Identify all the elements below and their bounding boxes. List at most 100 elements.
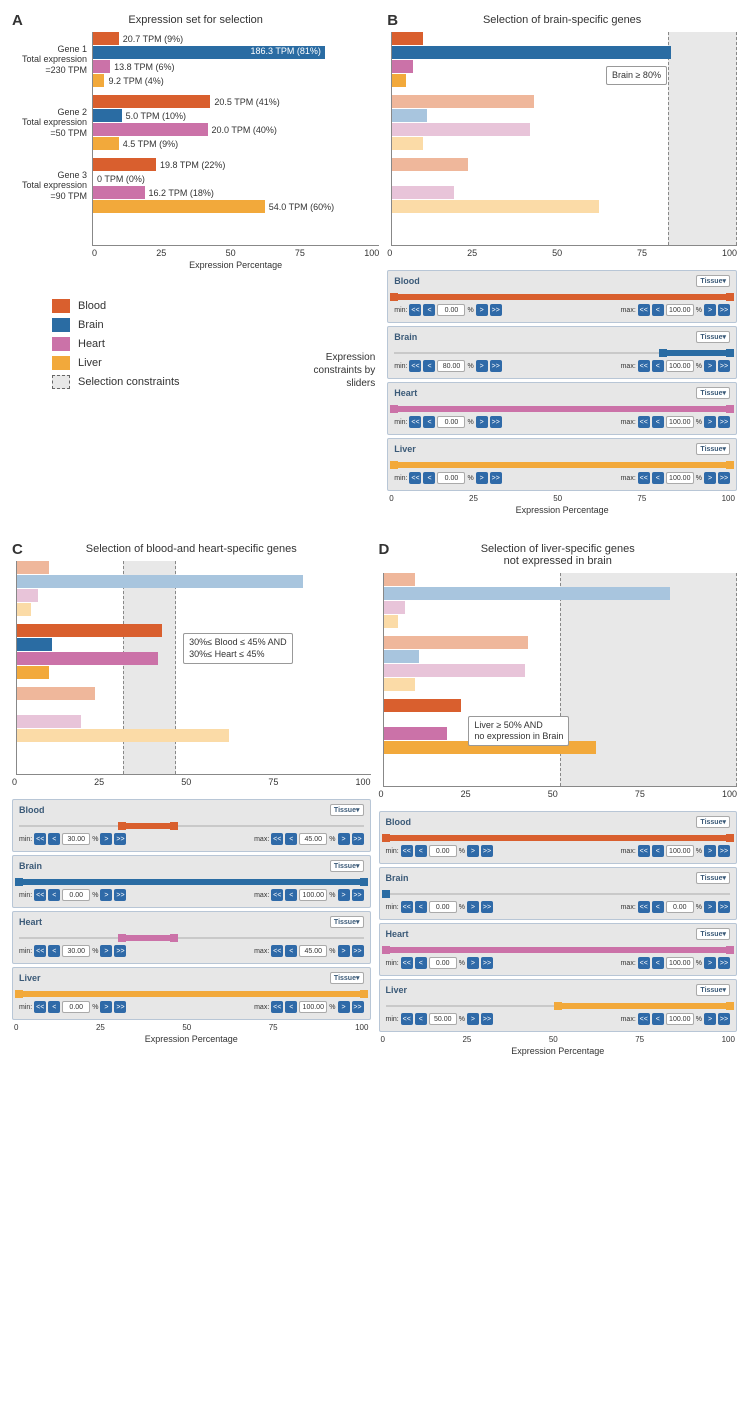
- stepper-button[interactable]: <: [423, 472, 435, 484]
- slider-track[interactable]: [386, 1001, 731, 1011]
- stepper-button[interactable]: >: [338, 945, 350, 957]
- slider-handle-max[interactable]: [382, 890, 390, 898]
- stepper-button[interactable]: >: [338, 833, 350, 845]
- slider-handle-max[interactable]: [726, 405, 734, 413]
- stepper-button[interactable]: <<: [401, 957, 413, 969]
- stepper-button[interactable]: <<: [638, 1013, 650, 1025]
- stepper-button[interactable]: <: [48, 1001, 60, 1013]
- stepper-button[interactable]: <<: [271, 889, 283, 901]
- stepper-button[interactable]: <: [652, 957, 664, 969]
- stepper-button[interactable]: >: [100, 889, 112, 901]
- slider-value[interactable]: 30.00: [62, 833, 90, 845]
- slider-handle-min[interactable]: [118, 934, 126, 942]
- slider-value[interactable]: 100.00: [666, 304, 694, 316]
- stepper-button[interactable]: <: [48, 833, 60, 845]
- stepper-button[interactable]: <: [285, 945, 297, 957]
- stepper-button[interactable]: >: [467, 1013, 479, 1025]
- slider-value[interactable]: 80.00: [437, 360, 465, 372]
- slider-value[interactable]: 30.00: [62, 945, 90, 957]
- slider-handle-min[interactable]: [659, 349, 667, 357]
- stepper-button[interactable]: <: [285, 889, 297, 901]
- slider-handle-min[interactable]: [382, 946, 390, 954]
- slider-handle-max[interactable]: [726, 349, 734, 357]
- stepper-button[interactable]: <: [652, 472, 664, 484]
- slider-value[interactable]: 100.00: [299, 1001, 327, 1013]
- slider-value[interactable]: 0.00: [437, 304, 465, 316]
- stepper-button[interactable]: <<: [638, 416, 650, 428]
- slider-track[interactable]: [394, 348, 730, 358]
- stepper-button[interactable]: <<: [409, 360, 421, 372]
- slider-track[interactable]: [386, 833, 731, 843]
- stepper-button[interactable]: <: [652, 901, 664, 913]
- stepper-button[interactable]: >>: [718, 957, 730, 969]
- slider-track[interactable]: [386, 889, 731, 899]
- tissue-dropdown[interactable]: Tissue▾: [696, 816, 730, 828]
- stepper-button[interactable]: <<: [271, 945, 283, 957]
- stepper-button[interactable]: <: [415, 845, 427, 857]
- stepper-button[interactable]: >: [467, 845, 479, 857]
- slider-value[interactable]: 0.00: [437, 472, 465, 484]
- stepper-button[interactable]: <<: [34, 1001, 46, 1013]
- slider-handle-min[interactable]: [382, 834, 390, 842]
- stepper-button[interactable]: <: [285, 1001, 297, 1013]
- slider-value[interactable]: 0.00: [429, 957, 457, 969]
- stepper-button[interactable]: <<: [638, 472, 650, 484]
- stepper-button[interactable]: >: [338, 889, 350, 901]
- stepper-button[interactable]: >: [704, 472, 716, 484]
- slider-handle-max[interactable]: [726, 834, 734, 842]
- stepper-button[interactable]: <<: [34, 833, 46, 845]
- stepper-button[interactable]: >: [100, 833, 112, 845]
- slider-value[interactable]: 100.00: [299, 889, 327, 901]
- slider-handle-min[interactable]: [118, 822, 126, 830]
- stepper-button[interactable]: >>: [114, 1001, 126, 1013]
- slider-handle-max[interactable]: [726, 293, 734, 301]
- stepper-button[interactable]: >: [467, 901, 479, 913]
- stepper-button[interactable]: >>: [481, 1013, 493, 1025]
- stepper-button[interactable]: >>: [490, 472, 502, 484]
- stepper-button[interactable]: <<: [401, 845, 413, 857]
- slider-handle-min[interactable]: [15, 990, 23, 998]
- tissue-dropdown[interactable]: Tissue▾: [330, 972, 364, 984]
- stepper-button[interactable]: >: [704, 304, 716, 316]
- slider-value[interactable]: 50.00: [429, 1013, 457, 1025]
- stepper-button[interactable]: >: [476, 360, 488, 372]
- stepper-button[interactable]: <: [652, 1013, 664, 1025]
- stepper-button[interactable]: <: [423, 304, 435, 316]
- stepper-button[interactable]: >>: [114, 833, 126, 845]
- stepper-button[interactable]: >: [100, 945, 112, 957]
- stepper-button[interactable]: <<: [638, 304, 650, 316]
- stepper-button[interactable]: <: [652, 845, 664, 857]
- stepper-button[interactable]: >>: [481, 845, 493, 857]
- tissue-dropdown[interactable]: Tissue▾: [696, 275, 730, 287]
- stepper-button[interactable]: >: [704, 957, 716, 969]
- stepper-button[interactable]: >: [476, 472, 488, 484]
- slider-value[interactable]: 100.00: [666, 957, 694, 969]
- slider-track[interactable]: [19, 989, 364, 999]
- stepper-button[interactable]: >: [704, 360, 716, 372]
- slider-value[interactable]: 0.00: [437, 416, 465, 428]
- slider-handle-max[interactable]: [170, 822, 178, 830]
- slider-handle-max[interactable]: [726, 946, 734, 954]
- slider-handle-min[interactable]: [390, 405, 398, 413]
- slider-value[interactable]: 0.00: [62, 889, 90, 901]
- stepper-button[interactable]: >: [704, 901, 716, 913]
- tissue-dropdown[interactable]: Tissue▾: [696, 443, 730, 455]
- stepper-button[interactable]: <<: [638, 957, 650, 969]
- slider-value[interactable]: 100.00: [666, 1013, 694, 1025]
- stepper-button[interactable]: <<: [409, 416, 421, 428]
- stepper-button[interactable]: >>: [114, 889, 126, 901]
- stepper-button[interactable]: <: [415, 957, 427, 969]
- stepper-button[interactable]: >>: [490, 360, 502, 372]
- stepper-button[interactable]: >: [704, 845, 716, 857]
- stepper-button[interactable]: <<: [409, 304, 421, 316]
- stepper-button[interactable]: >>: [352, 945, 364, 957]
- stepper-button[interactable]: <<: [638, 845, 650, 857]
- stepper-button[interactable]: >: [100, 1001, 112, 1013]
- slider-value[interactable]: 0.00: [429, 845, 457, 857]
- stepper-button[interactable]: <<: [271, 833, 283, 845]
- stepper-button[interactable]: <: [48, 945, 60, 957]
- slider-handle-min[interactable]: [390, 461, 398, 469]
- stepper-button[interactable]: <<: [34, 889, 46, 901]
- stepper-button[interactable]: >>: [718, 472, 730, 484]
- stepper-button[interactable]: >: [476, 416, 488, 428]
